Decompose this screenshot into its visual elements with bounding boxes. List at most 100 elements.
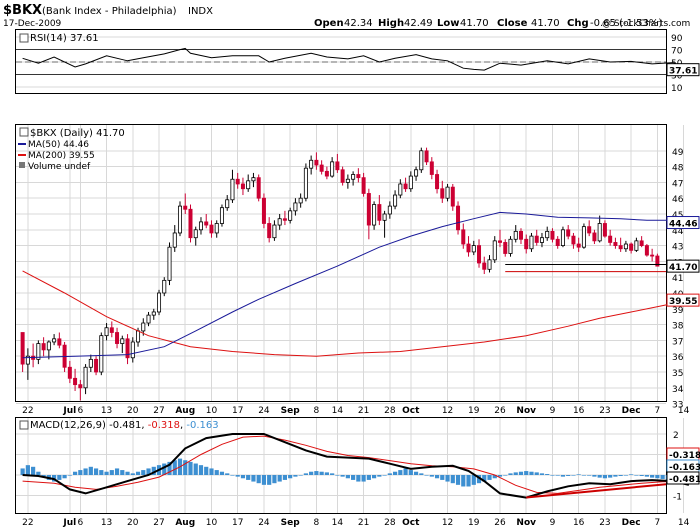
macd-histogram-bar	[476, 475, 482, 484]
macd-histogram-bar	[608, 475, 613, 478]
macd-histogram-bar	[482, 475, 487, 482]
macd-histogram-bar	[450, 475, 455, 484]
x-tick-label: Dec	[622, 406, 641, 416]
candle-body	[52, 338, 57, 343]
hist-value: -0.163	[186, 420, 218, 431]
macd-histogram-bar	[660, 475, 665, 479]
x-tick-label: Nov	[516, 406, 536, 416]
candle-body	[261, 197, 266, 224]
x-tick-label: 24	[258, 406, 270, 416]
candle-body	[298, 197, 303, 204]
candle-body	[214, 223, 219, 234]
x-tick-label: 10	[206, 518, 218, 528]
candle-body	[246, 180, 251, 190]
candle-body	[487, 259, 492, 270]
macd-histogram-bar	[335, 475, 340, 476]
macd-histogram-bar	[288, 475, 293, 479]
macd-histogram-bar	[141, 470, 146, 475]
candle-body	[592, 232, 597, 242]
candle-body	[136, 330, 141, 343]
candle-body	[351, 174, 356, 180]
macd-histogram-bar	[392, 471, 398, 475]
candle-body	[435, 174, 440, 190]
x-tick-label: 20	[127, 518, 139, 528]
candle-body	[167, 246, 172, 281]
signal-line	[22, 435, 689, 494]
rsi-tick-label: 10	[671, 84, 683, 94]
candle-body	[20, 332, 25, 365]
x-tick-label: Nov	[516, 518, 536, 528]
macd-histogram-bar	[67, 475, 72, 476]
candle-body	[73, 377, 78, 386]
macd-histogram-bar	[261, 475, 267, 485]
price-tick-label: 41	[672, 274, 683, 284]
candle-body	[655, 255, 660, 267]
signal-value-tag: -0.318	[669, 451, 700, 461]
candle-body	[293, 202, 298, 212]
macd-histogram-bar	[434, 475, 440, 479]
macd-histogram-bar	[650, 475, 655, 478]
macd-histogram-bar	[634, 475, 639, 476]
macd-histogram-bar	[539, 473, 545, 475]
x-tick-label: 19	[468, 406, 480, 416]
candle-body	[251, 177, 256, 182]
candle-body	[109, 327, 114, 333]
macd-histogram-bar	[314, 471, 319, 475]
macd-histogram-bar	[151, 466, 156, 475]
macd-histogram-bar	[230, 475, 235, 476]
rsi-value-tag: 37.61	[669, 67, 697, 77]
x-tick-label: 6	[77, 406, 83, 416]
candle-body	[518, 230, 523, 240]
index-name: (Bank Index - Philadelphia)	[42, 6, 177, 17]
macd-histogram-bar	[587, 475, 592, 476]
rsi-tick-label: 70	[671, 47, 683, 57]
candle-body	[225, 199, 230, 209]
macd-histogram-bar	[581, 475, 587, 476]
ma50-value-tag: 44.46	[669, 220, 697, 230]
x-tick-label: 27	[153, 406, 164, 416]
macd-histogram-bar	[560, 475, 566, 477]
ma200-line	[22, 270, 690, 357]
rsi-line	[22, 47, 690, 71]
macd-histogram-bar	[518, 471, 524, 475]
macd-histogram-bar	[188, 461, 193, 475]
x-tick-label: 21	[358, 518, 369, 528]
macd-histogram-bar	[93, 468, 99, 475]
high-label: High	[378, 18, 404, 29]
price-tick-label: 45	[672, 211, 683, 221]
price-tick-label: 44	[672, 227, 684, 237]
x-tick-label: 28	[384, 518, 396, 528]
x-tick-label: 17	[232, 406, 243, 416]
x-tick-label: 12	[442, 406, 453, 416]
macd-histogram-bar	[267, 475, 272, 485]
x-tick-label: 7	[655, 406, 661, 416]
candle-body	[440, 188, 445, 199]
price-legend-label: $BKX (Daily) 41.70	[30, 128, 125, 139]
price-panel	[15, 124, 667, 402]
ma50-value-tag-box	[666, 216, 700, 230]
last-price-tag-box	[666, 259, 700, 273]
watermark: @ StockCharts.com	[602, 19, 690, 29]
ma50-line	[22, 211, 689, 359]
candle-body	[288, 210, 293, 221]
candle-body	[188, 208, 193, 239]
candle-body	[235, 178, 240, 185]
price-tick-label: 33	[672, 401, 683, 411]
candle-body	[193, 229, 198, 239]
macd-histogram-bar	[204, 466, 209, 475]
x-tick-label: 13	[101, 406, 112, 416]
macd-histogram-bar	[487, 475, 492, 480]
candle-body	[492, 240, 497, 261]
candle-body	[57, 338, 62, 346]
last-price-tag: 41.70	[669, 263, 697, 273]
macd-histogram-bar	[125, 471, 130, 475]
candle-body	[104, 327, 109, 337]
candle-body	[539, 237, 544, 243]
macd-value-tag-box	[666, 471, 700, 485]
macd-histogram-bar	[209, 468, 214, 475]
x-axis-price: 22 Jul 6 13 20 27 Aug 10 17 24 Sep 8 14 21 28 Oct 12 19 26…	[22, 406, 689, 416]
candle-body	[324, 170, 329, 177]
x-tick-label: 6	[77, 518, 83, 528]
candle-body	[429, 161, 434, 175]
ma200-value-tag: 39.55	[669, 297, 697, 307]
